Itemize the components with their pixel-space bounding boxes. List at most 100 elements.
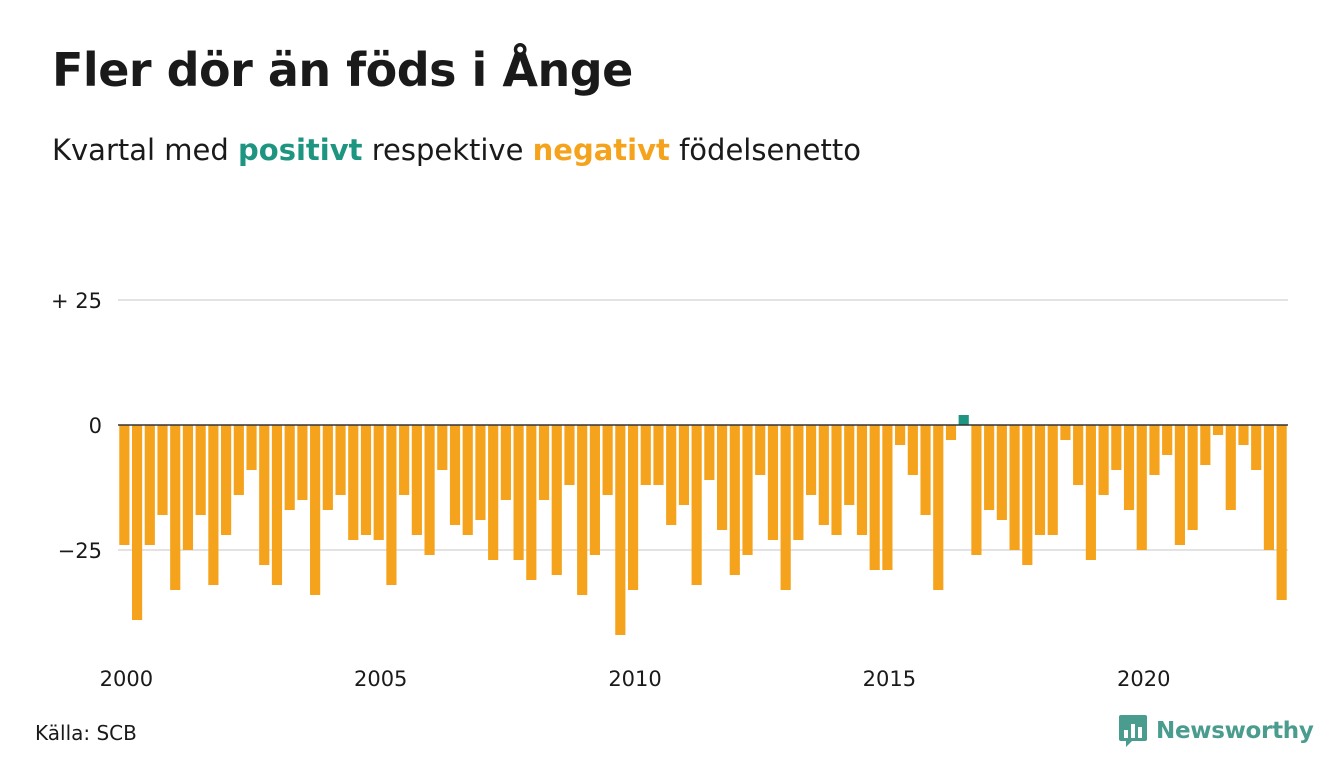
bar: [233, 425, 244, 495]
bar: [424, 425, 435, 555]
bar: [259, 425, 270, 565]
bar: [933, 425, 944, 590]
y-axis-labels: + 25 0 −25: [51, 289, 102, 563]
y-tick-label: 0: [89, 414, 102, 438]
bar: [945, 425, 957, 440]
bar: [1034, 425, 1046, 535]
subtitle-positive-label: positivt: [238, 133, 363, 167]
bar: [373, 425, 384, 540]
bar: [920, 425, 931, 515]
bar: [564, 425, 575, 485]
bar: [1047, 425, 1058, 535]
bar: [691, 425, 702, 585]
bar: [793, 425, 804, 540]
x-tick-label: 2015: [863, 667, 916, 691]
x-tick-label: 2000: [100, 667, 153, 691]
bar: [602, 425, 613, 495]
bar: [1085, 425, 1096, 560]
bar: [767, 425, 779, 540]
bar: [399, 425, 410, 495]
bar: [704, 425, 715, 480]
bar: [1098, 425, 1109, 495]
brand-name: Newsworthy: [1156, 718, 1314, 744]
bar: [1263, 425, 1275, 550]
bar: [1073, 425, 1084, 485]
bar: [780, 425, 791, 590]
y-tick-label: + 25: [51, 289, 102, 313]
bar: [1200, 425, 1211, 465]
newsworthy-logo-icon: [1119, 715, 1147, 747]
bar: [335, 425, 346, 495]
bar: [1238, 425, 1249, 445]
bar: [411, 425, 422, 535]
y-tick-label: −25: [58, 539, 102, 563]
bar: [958, 415, 969, 425]
bar: [653, 425, 664, 485]
subtitle-negative-label: negativt: [532, 133, 670, 167]
bar: [577, 425, 588, 595]
bar: [907, 425, 918, 475]
bar: [284, 425, 295, 510]
bar: [131, 425, 143, 620]
bar: [831, 425, 842, 535]
bar: [538, 425, 550, 500]
bar: [1060, 425, 1071, 440]
x-tick-label: 2005: [354, 667, 407, 691]
bar: [971, 425, 982, 555]
source-note: Källa: SCB: [35, 721, 137, 745]
bar: [513, 425, 524, 560]
bar: [386, 425, 397, 585]
bar: [729, 425, 740, 575]
bar: [462, 425, 473, 535]
bar: [475, 425, 486, 520]
bar: [615, 425, 626, 635]
bar: [144, 425, 155, 545]
bar: [856, 425, 868, 535]
bar: [882, 425, 893, 570]
bar: [589, 425, 600, 555]
bar: [678, 425, 690, 505]
bar: [1187, 425, 1198, 530]
chart-subtitle: Kvartal med positivt respektive negativt…: [52, 130, 861, 170]
subtitle-text-end: födelsenetto: [669, 133, 861, 167]
x-tick-label: 2010: [608, 667, 661, 691]
bars: [119, 415, 1287, 635]
bar: [1162, 425, 1173, 455]
bar: [208, 425, 219, 585]
bar: [666, 425, 677, 525]
bar: [551, 425, 562, 575]
bar: [526, 425, 537, 580]
bar: [1149, 425, 1160, 475]
bar: [844, 425, 855, 505]
bar: [1136, 425, 1147, 550]
bar: [1251, 425, 1262, 470]
bar: [170, 425, 181, 590]
bar: [157, 425, 168, 515]
bar: [221, 425, 232, 535]
bar: [360, 425, 372, 535]
bar: [348, 425, 359, 540]
bar: [895, 425, 906, 445]
bar: [984, 425, 995, 510]
bar: [742, 425, 753, 555]
bar: [1276, 425, 1287, 600]
bar: [488, 425, 499, 560]
bar: [437, 425, 448, 470]
bar: [297, 425, 308, 500]
bar: [1123, 425, 1135, 510]
bar: [1174, 425, 1185, 545]
bar: [1111, 425, 1122, 470]
bar: [755, 425, 766, 475]
bar: [119, 425, 130, 545]
subtitle-text-start: Kvartal med: [52, 133, 239, 167]
x-tick-label: 2020: [1117, 667, 1170, 691]
bar: [195, 425, 206, 515]
bar: [1225, 425, 1236, 510]
bar: [716, 425, 728, 530]
bar: [996, 425, 1007, 520]
bar: [869, 425, 880, 570]
bar: [640, 425, 651, 485]
subtitle-text-middle: respektive: [362, 133, 533, 167]
bar: [182, 425, 194, 550]
